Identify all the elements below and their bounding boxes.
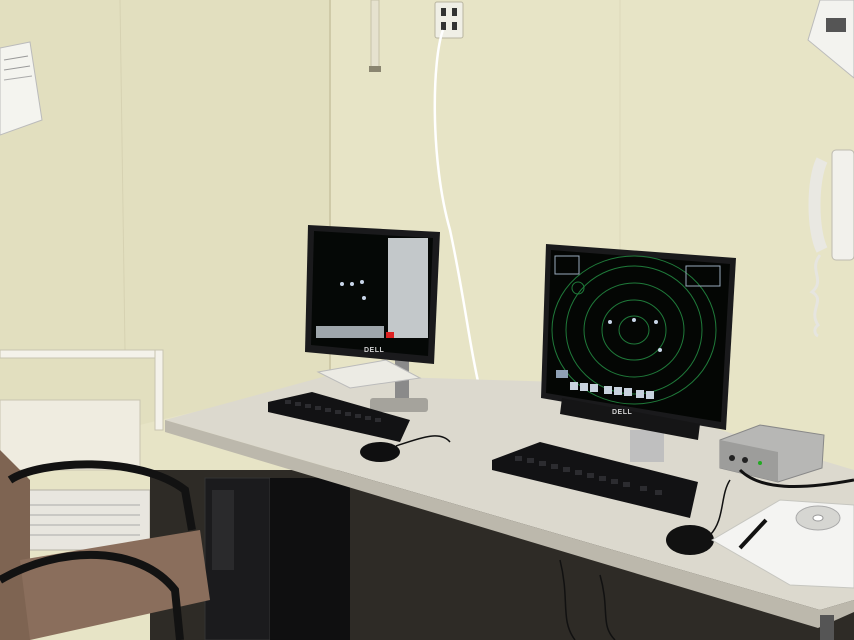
wall-phone-icon — [808, 149, 854, 338]
right-monitor: DELL — [541, 244, 736, 462]
notebook — [711, 499, 854, 589]
radiator-icon — [0, 349, 164, 551]
chair-icon — [0, 450, 210, 640]
conduit-pipe — [370, 0, 380, 71]
power-outlet-icon — [434, 1, 464, 39]
keyboard-icon — [268, 392, 410, 442]
left-monitor-brand: DELL — [364, 347, 385, 354]
power-cable — [433, 29, 482, 391]
mouse-icon-right — [666, 525, 714, 555]
tower-pc-icon — [204, 477, 350, 640]
right-monitor-screen — [546, 250, 730, 422]
keyboard-icon-right — [492, 442, 698, 518]
soundbar — [560, 398, 700, 440]
interface-box — [719, 424, 825, 483]
radar-rings — [551, 255, 717, 405]
desk-edge — [165, 420, 854, 628]
pen-icon — [738, 518, 768, 550]
wall-notice-left — [0, 41, 43, 136]
right-monitor-brand: DELL — [612, 409, 633, 416]
left-monitor: DELL — [305, 225, 440, 412]
paper-stack — [316, 359, 422, 389]
left-wall — [0, 0, 330, 460]
mouse-icon — [360, 442, 400, 462]
cd-disc-icon — [795, 505, 841, 531]
